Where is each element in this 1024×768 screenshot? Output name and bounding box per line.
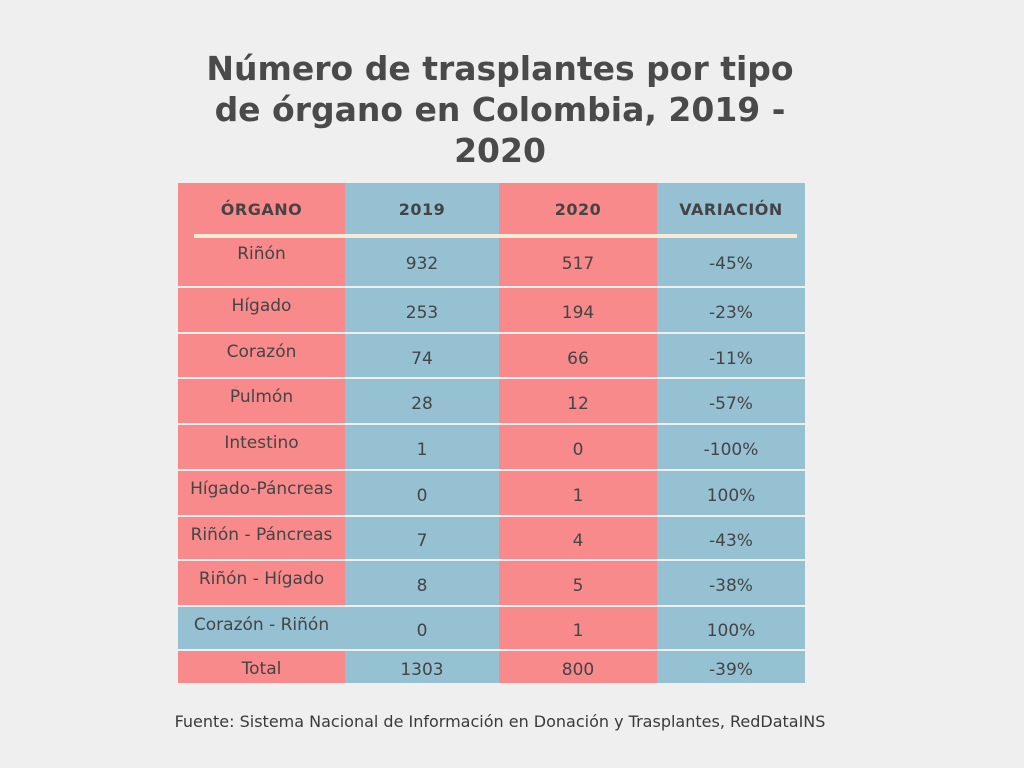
cell-2020: 4 (499, 515, 657, 559)
cell-organ: Riñón - Páncreas (178, 515, 345, 559)
cell-value: Hígado (231, 296, 292, 316)
cell-value: 194 (561, 303, 595, 323)
chart-title: Número de trasplantes por tipo de órgano… (206, 49, 794, 170)
cell-value: 0 (416, 621, 428, 641)
cell-value: 1303 (400, 660, 444, 680)
cell-2019: 1 (345, 423, 499, 469)
source-note: Fuente: Sistema Nacional de Información … (174, 712, 826, 731)
cell-value: 8 (416, 576, 428, 596)
cell-2020: 517 (499, 236, 657, 286)
cell-value: -43% (709, 531, 753, 551)
cell-value: Intestino (224, 433, 299, 453)
cell-value: -100% (703, 440, 759, 460)
cell-variation: -39% (657, 649, 805, 683)
cell-value: Riñón - Hígado (198, 569, 325, 589)
cell-2019: 0 (345, 605, 499, 649)
cell-organ: Pulmón (178, 377, 345, 423)
cell-value: -38% (709, 576, 753, 596)
cell-value: 100% (706, 486, 756, 506)
header-label: 2020 (554, 200, 602, 219)
cell-value: 253 (405, 303, 439, 323)
header-label: ÓRGANO (220, 200, 303, 219)
cell-2020: 66 (499, 332, 657, 377)
cell-2019: 932 (345, 236, 499, 286)
cell-value: 1 (416, 440, 428, 460)
cell-organ: Hígado (178, 286, 345, 332)
cell-value: 0 (572, 440, 584, 460)
cell-variation: 100% (657, 469, 805, 515)
cell-value: 66 (567, 348, 589, 369)
cell-2019: 0 (345, 469, 499, 515)
cell-value: 1 (572, 486, 584, 506)
cell-value: -45% (709, 254, 753, 274)
cell-value: 800 (561, 660, 595, 680)
cell-2019: 8 (345, 559, 499, 605)
cell-2019: 7 (345, 515, 499, 559)
cell-variation: -38% (657, 559, 805, 605)
transplant-table: ÓRGANO Riñón Hígado Corazón Pulmón Intestino H… (178, 183, 805, 683)
cell-2020: 12 (499, 377, 657, 423)
column-organ: ÓRGANO Riñón Hígado Corazón Pulmón Intestino H… (178, 183, 345, 683)
cell-value: Total (241, 659, 282, 679)
cell-value: Corazón - Riñón (193, 615, 330, 635)
cell-value: Pulmón (229, 387, 294, 407)
cell-value: 1 (572, 621, 584, 641)
cell-2020: 194 (499, 286, 657, 332)
cell-value: -23% (709, 303, 753, 323)
cell-organ: Intestino (178, 423, 345, 469)
cell-variation: 100% (657, 605, 805, 649)
cell-value: 12 (567, 394, 589, 414)
cell-value: Hígado-Páncreas (190, 479, 333, 499)
header-label: 2019 (398, 200, 446, 219)
cell-2019: 28 (345, 377, 499, 423)
cell-value: -11% (709, 348, 753, 369)
cell-organ: Riñón - Hígado (178, 559, 345, 605)
cell-value: 74 (411, 348, 433, 369)
cell-2020: 1 (499, 469, 657, 515)
cell-2020: 1 (499, 605, 657, 649)
cell-organ: Hígado-Páncreas (178, 469, 345, 515)
cell-value: Riñón - Páncreas (190, 525, 333, 545)
header-2020: 2020 (499, 183, 657, 236)
cell-variation: -43% (657, 515, 805, 559)
cell-value: -39% (709, 660, 753, 680)
header-variation: VARIACIÓN (657, 183, 805, 236)
cell-value: 4 (572, 531, 584, 551)
column-variation: VARIACIÓN -45% -23% -11% -57% -100% 100% -43% -3… (657, 183, 805, 683)
cell-2019: 74 (345, 332, 499, 377)
cell-variation: -45% (657, 236, 805, 286)
cell-variation: -23% (657, 286, 805, 332)
cell-2020: 800 (499, 649, 657, 683)
cell-organ: Corazón (178, 332, 345, 377)
cell-organ: Total (178, 649, 345, 683)
cell-variation: -100% (657, 423, 805, 469)
header-label: VARIACIÓN (679, 200, 783, 219)
cell-2020: 0 (499, 423, 657, 469)
cell-organ: Corazón - Riñón (178, 605, 345, 649)
cell-variation: -57% (657, 377, 805, 423)
cell-2019: 1303 (345, 649, 499, 683)
cell-variation: -11% (657, 332, 805, 377)
column-2019: 2019 932 253 74 28 1 0 7 8 0 1303 (345, 183, 499, 683)
cell-2020: 5 (499, 559, 657, 605)
cell-value: 100% (706, 621, 756, 641)
cell-value: 932 (405, 254, 439, 274)
cell-value: -57% (709, 394, 753, 414)
cell-organ: Riñón (178, 236, 345, 286)
header-2019: 2019 (345, 183, 499, 236)
cell-2019: 253 (345, 286, 499, 332)
cell-value: 5 (572, 576, 584, 596)
header-divider (194, 234, 797, 238)
cell-value: Riñón (237, 244, 286, 264)
cell-value: 28 (411, 394, 433, 414)
cell-value: Corazón (226, 342, 297, 362)
cell-value: 517 (561, 254, 595, 274)
cell-value: 0 (416, 486, 428, 506)
cell-value: 7 (416, 531, 428, 551)
header-organ: ÓRGANO (178, 183, 345, 236)
column-2020: 2020 517 194 66 12 0 1 4 5 1 800 (499, 183, 657, 683)
